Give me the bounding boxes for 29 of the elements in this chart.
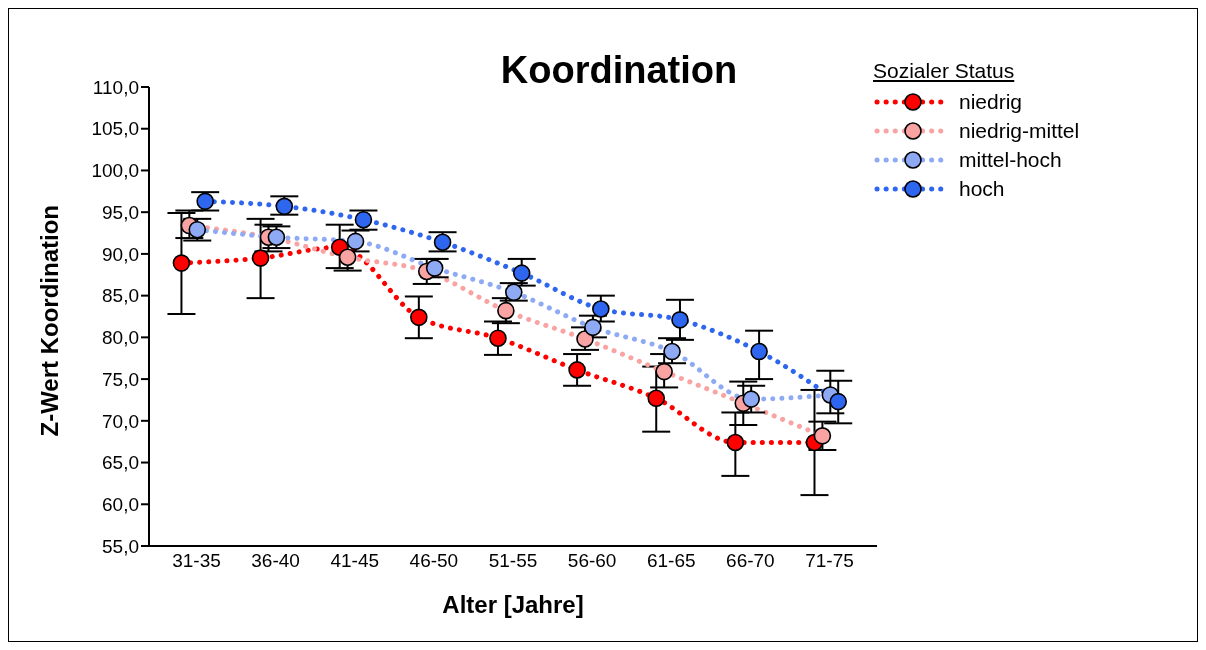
y-tick-label: 110,0 [92, 76, 139, 98]
legend-label: hoch [959, 176, 1005, 201]
y-tick-label: 65,0 [102, 452, 139, 474]
y-tick-label: 90,0 [102, 243, 139, 265]
legend-title: Sozialer Status [873, 59, 1016, 83]
y-tick-label: 80,0 [102, 327, 139, 349]
x-tick-label: 61-65 [646, 550, 696, 572]
y-tick-label: 55,0 [102, 535, 139, 557]
legend-label: niedrig-mittel [959, 118, 1080, 143]
y-tick-label: 85,0 [102, 285, 139, 307]
legend-label: niedrig [959, 89, 1023, 114]
x-tick-label: 66-70 [726, 550, 775, 572]
y-tick-label: 75,0 [102, 368, 139, 390]
y-tick-label: 100,0 [91, 160, 139, 182]
x-tick-label: 56-60 [567, 550, 617, 572]
chart-title: Koordination [499, 49, 739, 92]
x-axis-title: Alter [Jahre] [442, 591, 584, 618]
y-tick-label: 95,0 [102, 201, 139, 223]
y-tick-label: 70,0 [102, 410, 139, 432]
x-tick-label: 36-40 [251, 550, 300, 572]
x-tick-label: 31-35 [172, 550, 221, 572]
x-tick-label: 46-50 [409, 550, 459, 572]
y-tick-label: 105,0 [91, 118, 139, 140]
y-tick-label: 60,0 [102, 494, 139, 516]
x-tick-label: 51-55 [488, 550, 538, 572]
x-tick-label: 71-75 [805, 550, 854, 572]
y-axis-title: Z-Wert Koordination [35, 204, 63, 437]
legend-label: mittel-hoch [959, 147, 1062, 172]
x-tick-label: 41-45 [330, 550, 380, 572]
